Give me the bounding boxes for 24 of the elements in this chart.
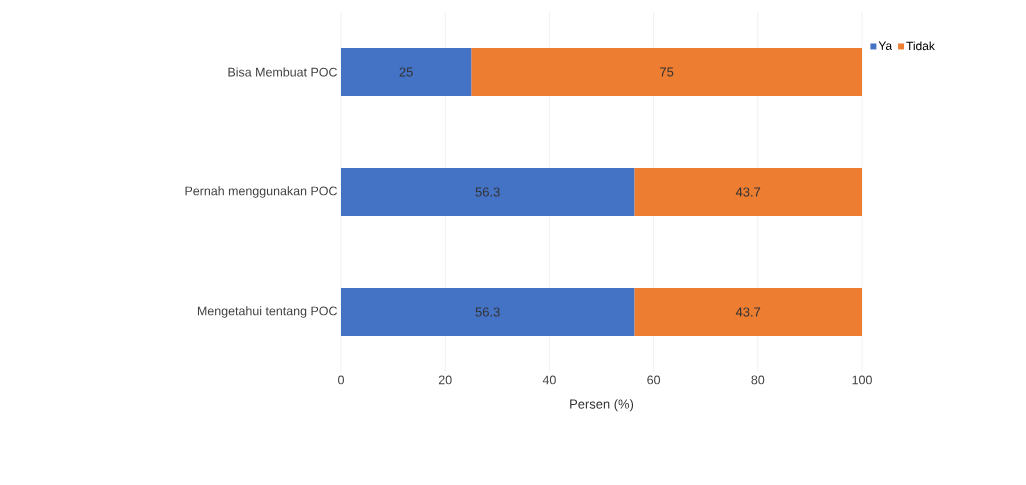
data-label: 43.7 — [735, 187, 761, 197]
x-tick-label: 20 — [438, 375, 452, 385]
x-tick-label: 80 — [751, 375, 765, 385]
data-label: 75 — [660, 67, 674, 77]
y-tick-label: Mengetahui tentang POC — [197, 306, 337, 318]
legend-label: Ya — [878, 41, 893, 50]
legend-label: Tidak — [906, 41, 935, 51]
bar — [341, 167, 635, 216]
data-label: 25 — [399, 67, 413, 77]
data-label: 43.7 — [735, 307, 761, 317]
bar — [471, 47, 863, 96]
x-tick-label: 100 — [852, 375, 872, 385]
bar — [634, 287, 863, 336]
bar — [634, 167, 863, 216]
x-tick-label: 0 — [338, 375, 344, 385]
data-label: 56.3 — [475, 307, 500, 317]
x-tick-label: 40 — [542, 375, 556, 385]
data-label: 56.3 — [475, 187, 500, 197]
bar — [341, 287, 635, 336]
y-tick-label: Pernah menggunakan POC — [185, 186, 337, 198]
bar — [341, 47, 472, 96]
x-tick-label: 60 — [647, 375, 661, 385]
x-axis-title: Persen (%) — [570, 399, 634, 412]
y-tick-label: Bisa Membuat POC — [228, 67, 337, 77]
